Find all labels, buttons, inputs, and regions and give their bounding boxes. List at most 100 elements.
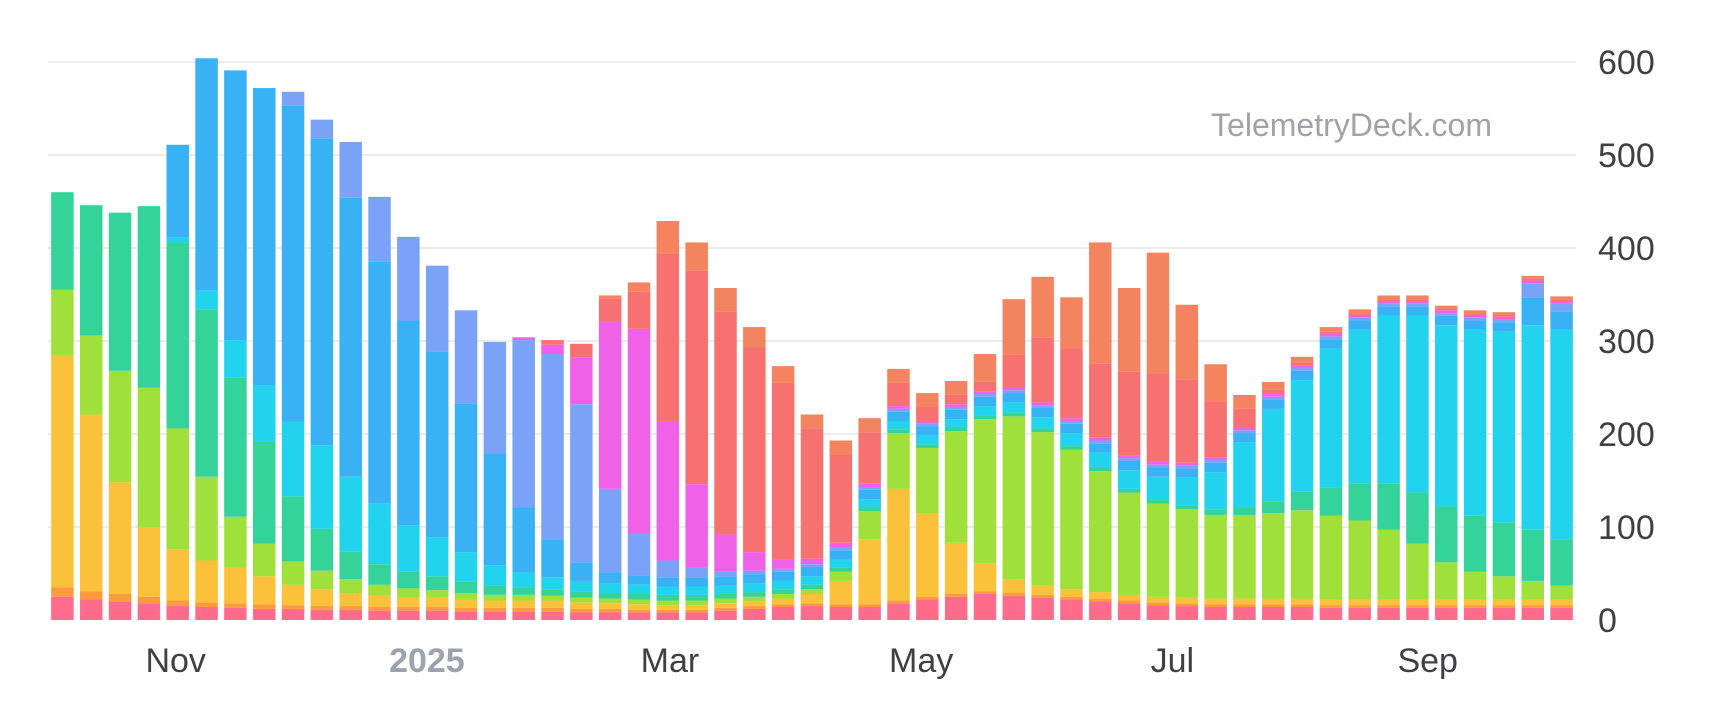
bar-stack — [483, 341, 507, 620]
bar-segment — [397, 597, 420, 607]
bar-segment — [339, 606, 362, 610]
bar-segment — [973, 591, 997, 594]
bar-segment — [454, 599, 478, 608]
bar-segment — [541, 354, 564, 541]
bar-segment — [1117, 458, 1141, 461]
bar-segment — [916, 444, 939, 448]
bar-segment — [454, 310, 478, 404]
bar-segment — [310, 119, 334, 139]
bar-segment — [656, 577, 680, 587]
bar-segment — [281, 561, 305, 585]
bar-segment — [1319, 336, 1343, 340]
bar-segment — [512, 594, 535, 601]
bar-segment — [1435, 605, 1458, 608]
bar-segment — [339, 609, 362, 620]
bar-stack — [541, 340, 564, 620]
bar-segment — [368, 503, 391, 565]
bar-segment — [108, 482, 132, 594]
bar-segment — [973, 391, 997, 395]
bar-segment — [829, 547, 853, 551]
bar-segment — [310, 609, 334, 620]
bar-segment — [771, 366, 795, 383]
bar-stack — [1175, 304, 1199, 620]
bar-segment — [1060, 589, 1083, 597]
bar-segment — [1002, 595, 1026, 620]
bar-stack — [51, 192, 74, 620]
bar-segment — [858, 487, 881, 490]
bar-segment — [887, 433, 910, 489]
bar-segment — [714, 571, 737, 577]
bar-segment — [1262, 396, 1285, 400]
bar-stack — [1492, 312, 1516, 620]
bar-segment — [224, 607, 247, 620]
bar-segment — [800, 589, 824, 594]
bar-stack — [771, 366, 795, 620]
bar-segment — [1435, 308, 1458, 311]
bar-segment — [598, 295, 622, 299]
bar-segment — [1550, 599, 1573, 606]
bar-segment — [397, 236, 420, 321]
bar-segment — [973, 415, 997, 420]
bar-segment — [598, 612, 622, 620]
bar-segment — [627, 575, 651, 585]
bar-segment — [1435, 599, 1458, 606]
bar-segment — [1463, 310, 1487, 314]
bar-segment — [1175, 468, 1199, 478]
bar-segment — [1089, 443, 1112, 453]
bar-segment — [137, 527, 161, 597]
bar-segment — [598, 603, 622, 609]
bar-segment — [598, 608, 622, 613]
bar-segment — [916, 420, 939, 424]
bar-segment — [743, 608, 766, 620]
bar-segment — [80, 414, 103, 592]
bar-segment — [1377, 315, 1400, 484]
bar-segment — [339, 579, 362, 594]
bar-segment — [916, 393, 939, 408]
bar-segment — [1319, 487, 1343, 516]
bar-segment — [1060, 599, 1083, 620]
bar-segment — [829, 454, 853, 543]
bar-segment — [108, 593, 132, 602]
bar-segment — [1233, 598, 1256, 605]
bar-segment — [1435, 562, 1458, 600]
bar-segment — [512, 600, 535, 608]
bar-segment — [1233, 604, 1256, 607]
bar-stack — [454, 310, 478, 620]
bar-segment — [252, 441, 276, 544]
bar-stack — [1002, 299, 1026, 620]
bar-segment — [1031, 432, 1054, 586]
bar-segment — [771, 604, 795, 607]
bar-segment — [483, 600, 507, 608]
bar-segment — [627, 609, 651, 613]
bar-segment — [1463, 599, 1487, 606]
bar-segment — [858, 432, 881, 484]
bar-segment — [1319, 605, 1343, 608]
bar-segment — [368, 564, 391, 585]
bar-segment — [1290, 370, 1314, 381]
bar-segment — [656, 600, 680, 606]
bar-segment — [512, 587, 535, 595]
y-tick-label: 400 — [1598, 230, 1655, 268]
bar-segment — [1492, 522, 1516, 577]
bar-segment — [858, 418, 881, 433]
bar-segment — [714, 287, 737, 312]
bar-stack — [1435, 305, 1458, 620]
bar-segment — [656, 253, 680, 421]
bar-segment — [916, 435, 939, 445]
bar-segment — [1377, 483, 1400, 530]
bar-stack — [310, 119, 334, 620]
bar-segment — [281, 584, 305, 606]
bar-segment — [397, 320, 420, 526]
bars — [51, 58, 1573, 620]
bar-segment — [1521, 325, 1544, 530]
bar-segment — [944, 404, 968, 408]
bar-segment — [1463, 329, 1487, 516]
bar-segment — [483, 594, 507, 601]
bar-segment — [858, 489, 881, 500]
bar-segment — [1204, 606, 1227, 620]
bar-segment — [1146, 605, 1170, 620]
bar-segment — [1175, 465, 1199, 469]
bar-segment — [1406, 492, 1429, 544]
bar-segment — [454, 581, 478, 594]
bar-segment — [1175, 379, 1199, 463]
